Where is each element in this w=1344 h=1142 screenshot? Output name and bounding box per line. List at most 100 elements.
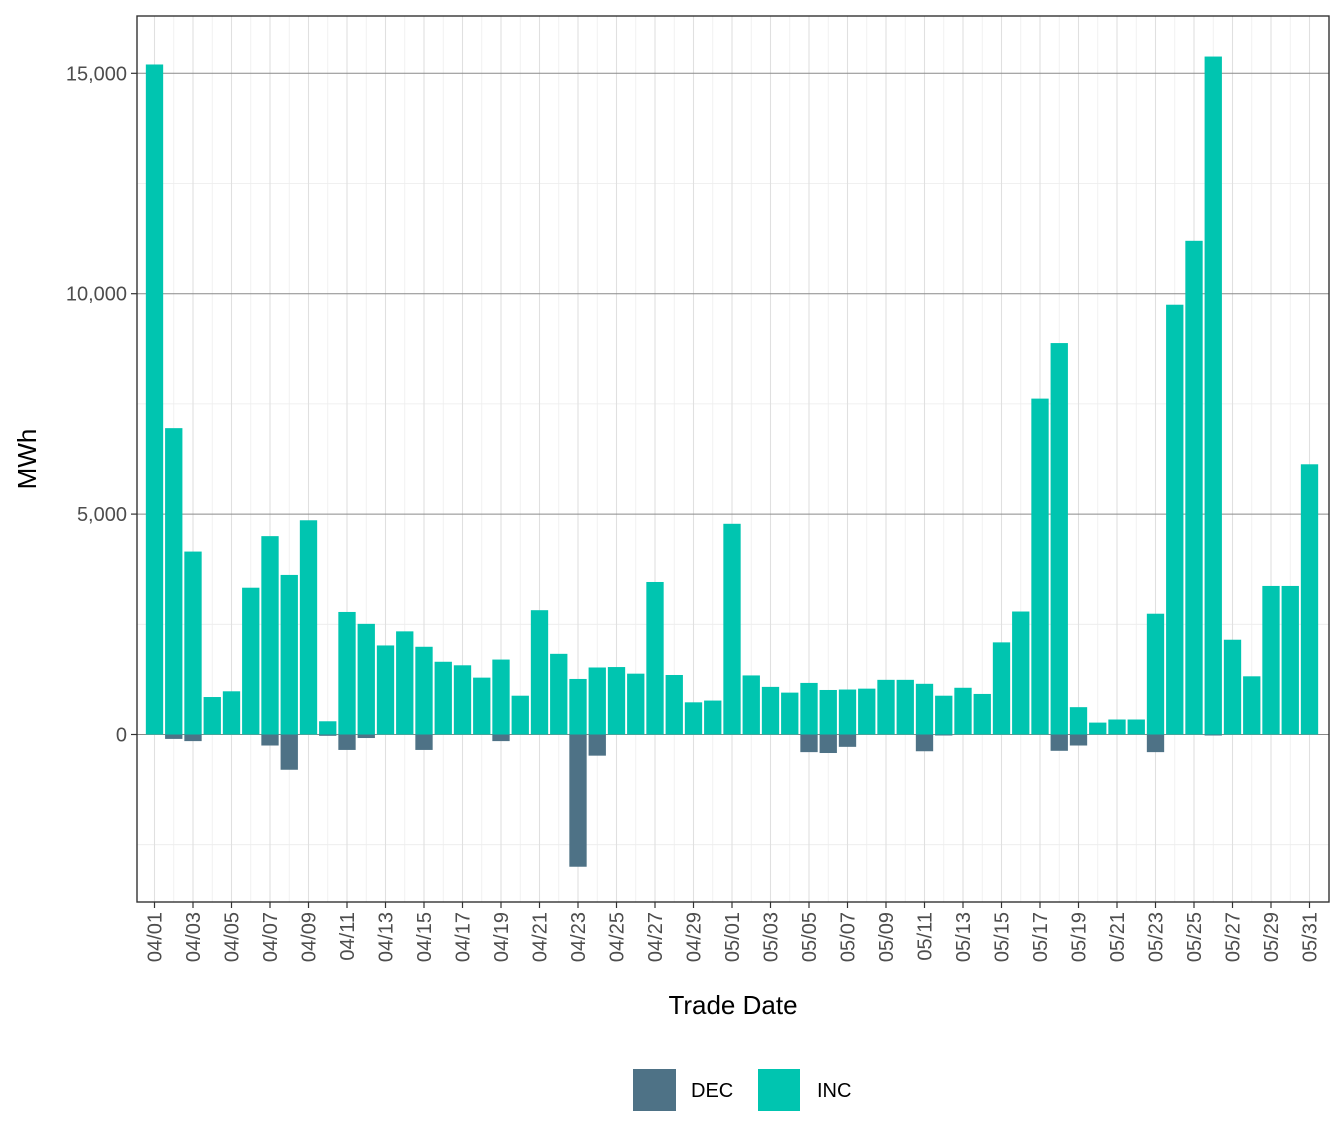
bar-dec — [800, 734, 818, 753]
x-tick-label: 04/11 — [337, 912, 359, 961]
bar-inc — [453, 665, 472, 735]
bar-inc — [1185, 240, 1203, 735]
bar-dec — [588, 734, 606, 756]
bar-inc — [396, 631, 414, 735]
bar-inc — [511, 695, 529, 735]
x-tick-label: 04/25 — [607, 912, 629, 962]
x-tick-label: 04/17 — [453, 912, 475, 962]
bar-inc — [627, 673, 645, 735]
bar-inc — [838, 689, 857, 735]
bar-inc — [338, 611, 356, 735]
y-tick-label: 15,000 — [66, 63, 127, 85]
bar-inc — [1204, 56, 1222, 735]
bar-inc — [1300, 464, 1319, 735]
bar-inc — [1069, 707, 1088, 735]
x-tick-label: 05/03 — [761, 912, 783, 962]
bar-inc — [915, 683, 934, 735]
y-tick-label: 0 — [116, 724, 127, 746]
x-tick-label: 04/23 — [568, 912, 590, 962]
x-tick-label: 05/07 — [838, 912, 860, 962]
x-tick-label: 05/29 — [1261, 912, 1283, 962]
bar-inc — [761, 686, 780, 735]
bar-inc — [1108, 719, 1126, 735]
bar-inc — [376, 645, 395, 735]
bar-inc — [684, 702, 703, 735]
bar-dec — [1069, 734, 1088, 746]
x-tick-label: 04/01 — [145, 912, 167, 962]
bar-inc — [973, 693, 991, 735]
bar-dec — [492, 734, 510, 742]
bar-inc — [280, 574, 298, 735]
bar-inc — [1127, 719, 1145, 735]
x-tick-label: 05/01 — [722, 912, 744, 962]
y-tick-label: 10,000 — [66, 284, 127, 306]
bar-dec — [838, 734, 857, 747]
x-tick-label: 04/03 — [183, 912, 205, 962]
x-tick-label: 05/19 — [1069, 912, 1091, 962]
legend-swatch-inc — [758, 1069, 800, 1111]
bar-dec — [915, 734, 934, 752]
legend-label-inc: INC — [817, 1080, 851, 1102]
bar-inc — [1050, 343, 1068, 735]
bar-inc — [145, 64, 164, 735]
x-tick-label: 05/11 — [915, 912, 937, 961]
bar-inc — [1243, 676, 1261, 735]
y-tick-label: 5,000 — [77, 504, 127, 526]
bar-dec — [319, 734, 337, 736]
bar-dec — [1146, 734, 1165, 753]
bar-inc — [1223, 639, 1242, 735]
bar-inc — [1166, 304, 1184, 735]
y-axis-title: MWh — [12, 429, 42, 490]
bar-inc — [1146, 613, 1165, 735]
plot-border — [136, 15, 1330, 903]
bar-inc — [473, 677, 491, 735]
x-axis-title: Trade Date — [668, 990, 797, 1020]
x-tick-label: 04/29 — [684, 912, 706, 962]
bar-inc — [415, 646, 433, 735]
bar-inc — [550, 653, 568, 735]
bar-inc — [1089, 722, 1107, 735]
bar-inc — [1262, 585, 1280, 735]
x-tick-label: 04/27 — [645, 912, 667, 962]
bar-inc — [800, 682, 818, 735]
x-tick-label: 04/07 — [260, 912, 282, 962]
x-axis: 04/01 04/03 04/05 04/07 04/09 04/11 04/13 04/15… — [145, 902, 1322, 962]
bar-dec — [357, 734, 375, 739]
bar-inc — [357, 623, 375, 735]
bar-inc — [607, 667, 626, 735]
bar-inc — [165, 428, 183, 735]
x-tick-label: 05/31 — [1300, 912, 1322, 962]
x-tick-label: 05/25 — [1184, 912, 1206, 962]
x-tick-label: 04/21 — [530, 912, 552, 962]
bar-inc — [530, 610, 549, 735]
bar-inc — [242, 587, 260, 735]
bar-dec — [165, 734, 183, 739]
legend: DEC INC — [633, 1069, 851, 1111]
x-tick-label: 05/13 — [953, 912, 975, 962]
bar-dec — [280, 734, 298, 770]
x-tick-label: 04/13 — [376, 912, 398, 962]
bar-inc — [877, 679, 895, 735]
bar-dec — [261, 734, 279, 746]
bar-inc — [261, 536, 279, 735]
x-tick-label: 04/15 — [414, 912, 436, 962]
bar-inc — [434, 661, 452, 735]
x-tick-label: 04/05 — [222, 912, 244, 962]
bar-inc — [569, 678, 587, 735]
bar-inc — [781, 692, 799, 735]
bar-dec — [184, 734, 202, 742]
bar-inc — [203, 697, 221, 735]
bar-dec — [415, 734, 433, 750]
bar-inc — [492, 659, 510, 735]
bars — [145, 56, 1319, 867]
bar-inc — [954, 687, 972, 735]
bar-inc — [935, 695, 953, 735]
bar-inc — [1281, 585, 1299, 735]
bar-inc — [723, 523, 741, 735]
bar-dec — [935, 734, 953, 736]
bar-inc — [819, 689, 837, 735]
bar-inc — [1031, 398, 1049, 735]
bar-inc — [858, 688, 876, 735]
x-tick-label: 05/27 — [1223, 912, 1245, 962]
